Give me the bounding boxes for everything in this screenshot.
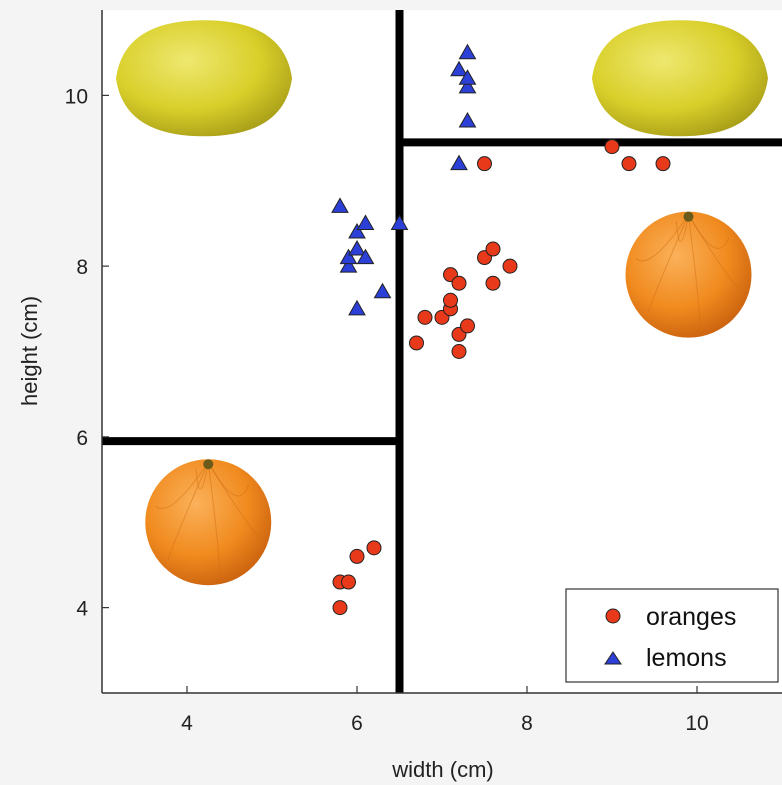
x-tick-label-10: 10 <box>685 712 708 735</box>
lemons-point-14 <box>458 69 477 85</box>
oranges-point-14 <box>460 318 475 334</box>
lemons-point-7 <box>348 299 366 316</box>
legend-label-oranges: oranges <box>646 603 736 631</box>
lemons-point-10 <box>450 154 468 171</box>
oranges-point-22 <box>655 156 671 172</box>
oranges-point-19 <box>477 156 492 172</box>
y-tick-label-10: 10 <box>65 85 88 108</box>
y-tick-label-6: 6 <box>76 427 88 450</box>
y-tick-label-8: 8 <box>76 256 88 279</box>
oranges-point-21 <box>621 156 637 172</box>
legend-box <box>565 588 779 683</box>
oranges-point-20 <box>604 139 620 155</box>
oranges-point-0 <box>332 600 348 616</box>
lemons-point-0 <box>331 197 349 213</box>
oranges-point-3 <box>349 548 365 564</box>
legend-marker-lemons <box>604 651 622 665</box>
lemons-point-9 <box>390 214 409 230</box>
oranges-point-17 <box>485 275 501 291</box>
lemons-point-8 <box>373 282 392 299</box>
x-tick-label-4: 4 <box>181 712 193 735</box>
lemons-point-12 <box>450 60 468 77</box>
lemons-point-13 <box>458 77 477 94</box>
lemons-point-5 <box>356 214 375 230</box>
legend-label-lemons: lemons <box>646 644 727 672</box>
orange-image-3 <box>145 459 272 586</box>
oranges-point-6 <box>417 309 433 325</box>
x-tick-label-6: 6 <box>351 712 363 735</box>
x-tick-label-8: 8 <box>521 712 533 735</box>
lemons-point-2 <box>339 248 358 265</box>
legend: oranges lemons <box>565 588 779 683</box>
oranges-point-2 <box>341 574 356 590</box>
lemons-point-15 <box>458 43 477 60</box>
lemons-point-6 <box>356 248 375 265</box>
x-axis-label: width (cm) <box>391 757 493 782</box>
y-tick-label-4: 4 <box>76 598 88 621</box>
lemons-point-11 <box>458 111 477 128</box>
oranges-point-11 <box>451 344 467 359</box>
oranges-point-9 <box>443 292 458 308</box>
lemons-point-1 <box>339 257 358 273</box>
lemon-image-0 <box>116 20 292 137</box>
y-axis-label: height (cm) <box>17 296 42 406</box>
oranges-point-16 <box>485 241 501 257</box>
lemons-point-4 <box>348 222 366 239</box>
lemon-image-1 <box>592 20 768 137</box>
orange-image-2 <box>625 211 752 338</box>
oranges-point-13 <box>451 275 467 291</box>
lemons-point-3 <box>348 240 366 256</box>
oranges-point-18 <box>502 258 518 274</box>
oranges-point-4 <box>366 540 382 556</box>
legend-marker-oranges <box>605 608 621 624</box>
oranges-point-5 <box>409 335 424 351</box>
